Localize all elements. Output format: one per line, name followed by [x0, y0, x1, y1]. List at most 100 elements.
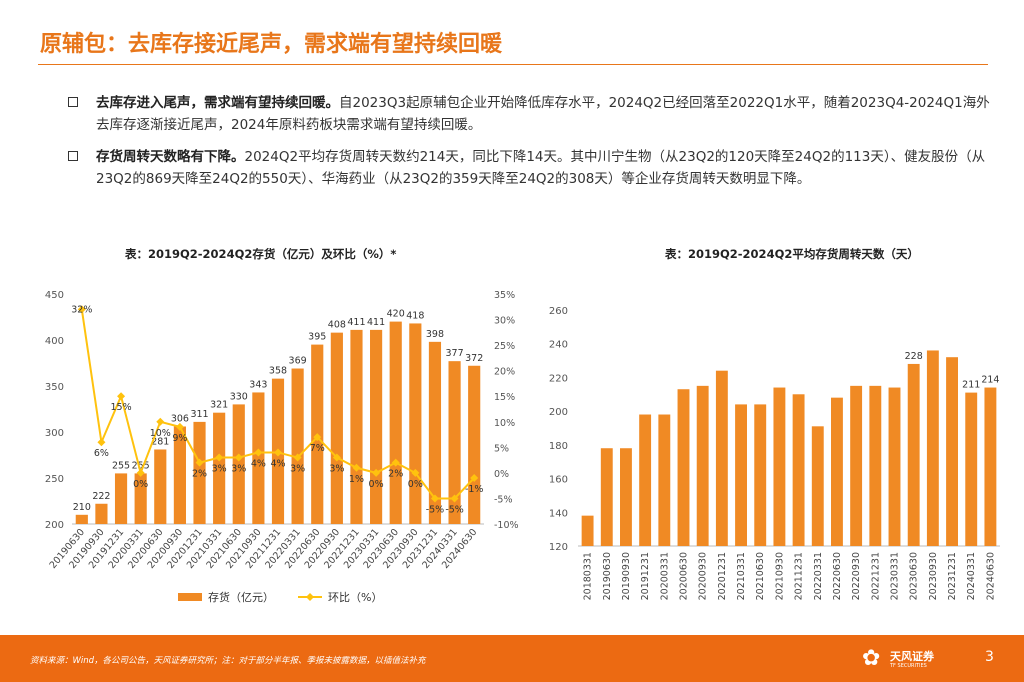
bar-turnover-days [907, 363, 920, 546]
bar-turnover-days [888, 387, 901, 546]
y-tick-label: 240 [549, 340, 568, 351]
bar-inventory [291, 368, 304, 524]
bar-inventory [350, 329, 363, 524]
bar-turnover-days [926, 350, 939, 546]
bar-value-label: 418 [406, 310, 424, 321]
footer-bar: 资料来源：Wind，各公司公告，天风证券研究所；注：对于部分半年报、季报未披露数… [0, 635, 1024, 682]
y-tick-label: 180 [549, 441, 568, 452]
y-right-tick-label: -5% [494, 494, 513, 505]
line-qoq-label: -5% [445, 504, 464, 515]
x-tick-label: 20230930 [928, 552, 939, 600]
y-left-tick-label: 450 [45, 290, 64, 301]
x-tick-label: 20201231 [717, 552, 728, 600]
bar-turnover-days [639, 414, 652, 546]
line-qoq-point [470, 474, 479, 482]
y-left-tick-label: 400 [45, 336, 64, 347]
line-qoq-point [195, 458, 204, 467]
line-qoq-point [254, 448, 263, 457]
bar-value-label: 369 [289, 356, 307, 367]
line-qoq-label: 10% [150, 428, 171, 439]
x-tick-label: 20240331 [966, 552, 977, 600]
legend-bar-swatch [178, 593, 202, 601]
line-qoq-label: 0% [369, 479, 384, 490]
line-qoq-point [136, 468, 145, 477]
y-right-tick-label: -10% [494, 520, 519, 531]
line-qoq-point [274, 448, 282, 457]
x-tick-label: 20230630 [909, 552, 920, 600]
bar-value-label: 321 [210, 400, 228, 411]
bar-inventory [448, 361, 461, 524]
bar-inventory [252, 392, 265, 524]
x-tick-label: 20190930 [621, 552, 632, 600]
line-qoq-point [391, 458, 400, 467]
line-qoq-label: 2% [192, 469, 207, 480]
bar-turnover-days [620, 448, 632, 546]
bar-inventory [75, 514, 88, 524]
bar-value-label: 330 [230, 391, 248, 402]
line-qoq-label: 32% [71, 304, 92, 315]
bar-inventory [134, 473, 147, 524]
x-tick-label: 20200930 [698, 552, 709, 600]
x-tick-label: 20240630 [985, 552, 996, 600]
bar-value-label: 255 [112, 460, 130, 471]
line-qoq-point [313, 433, 322, 442]
line-qoq-label: 15% [110, 402, 131, 413]
legend-line-label: 环比（%） [328, 591, 382, 604]
inventory-chart: 200 250 300 350 400 450 -10% -5% 0% 5% 10% 15% 20% 25… [45, 290, 519, 604]
bar-value-label: 377 [446, 348, 464, 359]
y-tick-label: 120 [549, 542, 568, 553]
bar-value-label: 411 [367, 317, 385, 328]
line-qoq-point [352, 463, 361, 472]
x-tick-label: 20190630 [602, 552, 613, 600]
line-qoq-point [234, 453, 243, 462]
y-left-tick-label: 250 [45, 474, 64, 485]
y-tick-label: 140 [549, 508, 568, 519]
y-tick-label: 200 [549, 407, 568, 418]
y-right-tick-label: 30% [494, 316, 515, 327]
line-qoq-point [215, 453, 224, 462]
bar-value-label: 358 [269, 366, 287, 377]
logo-subtext: TF SECURITIES [890, 663, 927, 669]
logo-flower-icon: ✿ [862, 646, 881, 671]
x-tick-label: 20200630 [679, 552, 690, 600]
line-qoq-label: -1% [465, 484, 484, 495]
bar-turnover-days [600, 448, 613, 546]
line-qoq-label: 4% [251, 458, 266, 469]
line-qoq-label: 4% [270, 458, 285, 469]
bar-turnover-days [581, 515, 594, 546]
chart2-title: 表：2019Q2-2024Q2平均存货周转天数（天） [665, 247, 919, 261]
line-qoq-point [430, 494, 439, 503]
x-tick-label: 20231231 [947, 552, 958, 600]
logo-text: 天风证券 [890, 650, 934, 663]
bar-inventory [154, 449, 167, 524]
bar-turnover-days [715, 370, 728, 546]
line-qoq-label: 3% [329, 464, 344, 475]
y-left-tick-label: 200 [45, 520, 64, 531]
x-tick-label: 20230331 [890, 552, 901, 600]
bar-value-label: 222 [92, 491, 110, 502]
bar-turnover-days [754, 404, 767, 546]
x-tick-label: 20210331 [736, 552, 747, 600]
line-qoq-label: 3% [212, 464, 227, 475]
line-qoq-point [77, 305, 86, 314]
chart1-title: 表：2019Q2-2024Q2存货（亿元）及环比（%）* [125, 247, 397, 261]
footer-source: 资料来源：Wind，各公司公告，天风证券研究所；注：对于部分半年报、季报未披露数… [30, 656, 426, 666]
bar-value-label: 214 [981, 375, 999, 386]
bar-value-label: 420 [387, 309, 405, 320]
bar-turnover-days [984, 387, 997, 546]
bar-turnover-days [946, 357, 958, 546]
bar-value-label: 228 [905, 351, 923, 362]
bar-inventory [330, 332, 343, 524]
line-qoq-label: 1% [349, 474, 364, 485]
legend-line-marker [306, 593, 314, 601]
y-right-tick-label: 10% [494, 418, 515, 429]
y-right-tick-label: 20% [494, 367, 515, 378]
x-tick-label: 20220630 [832, 552, 843, 600]
turnover-days-chart: 120 140 160 180 200 220 240 260 228 211 214 2018033… [549, 306, 1000, 600]
bar-turnover-days [658, 414, 671, 546]
line-qoq-point [156, 417, 165, 426]
line-qoq-label: 0% [133, 479, 148, 490]
bar-inventory [370, 329, 383, 524]
bar-inventory [213, 412, 226, 524]
x-tick-label: 20210930 [774, 552, 785, 600]
